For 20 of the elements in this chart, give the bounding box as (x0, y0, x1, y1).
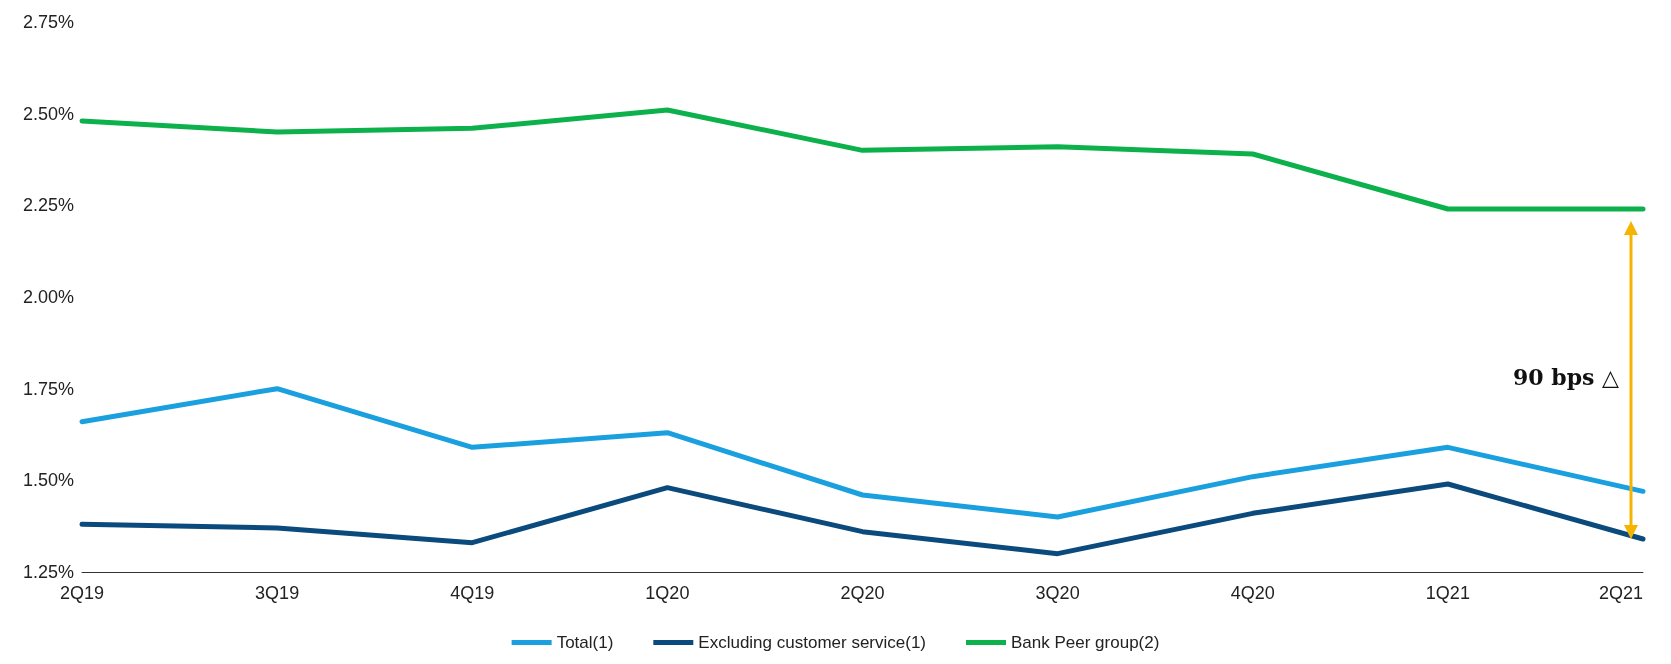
x-tick-label: 1Q21 (1425, 583, 1470, 603)
x-tick-label: 4Q19 (450, 583, 495, 603)
y-tick-label: 1.50% (22, 470, 74, 491)
x-tick-label: 3Q19 (255, 583, 300, 603)
x-tick-label: 1Q20 (645, 583, 690, 603)
y-tick-label: 1.75% (22, 378, 74, 399)
legend-label: Excluding customer service(1) (698, 633, 927, 652)
y-tick-label: 2.25% (22, 195, 74, 216)
y-tick-label: 2.00% (22, 287, 74, 307)
x-tick-label: 3Q20 (1035, 583, 1080, 603)
legend-label: Total(1) (556, 633, 614, 652)
x-tick-label: 2Q21 (1598, 583, 1643, 603)
x-tick-label: 4Q20 (1230, 583, 1275, 603)
y-tick-label: 1.25% (22, 562, 74, 582)
y-tick-label: 2.75% (22, 12, 74, 32)
legend-label: Bank Peer group(2) (1011, 633, 1160, 652)
y-tick-label: 2.50% (22, 103, 74, 124)
x-tick-label: 2Q19 (59, 583, 105, 603)
annotation: 90 bps △ (1512, 364, 1619, 390)
x-tick-label: 2Q20 (840, 583, 885, 603)
